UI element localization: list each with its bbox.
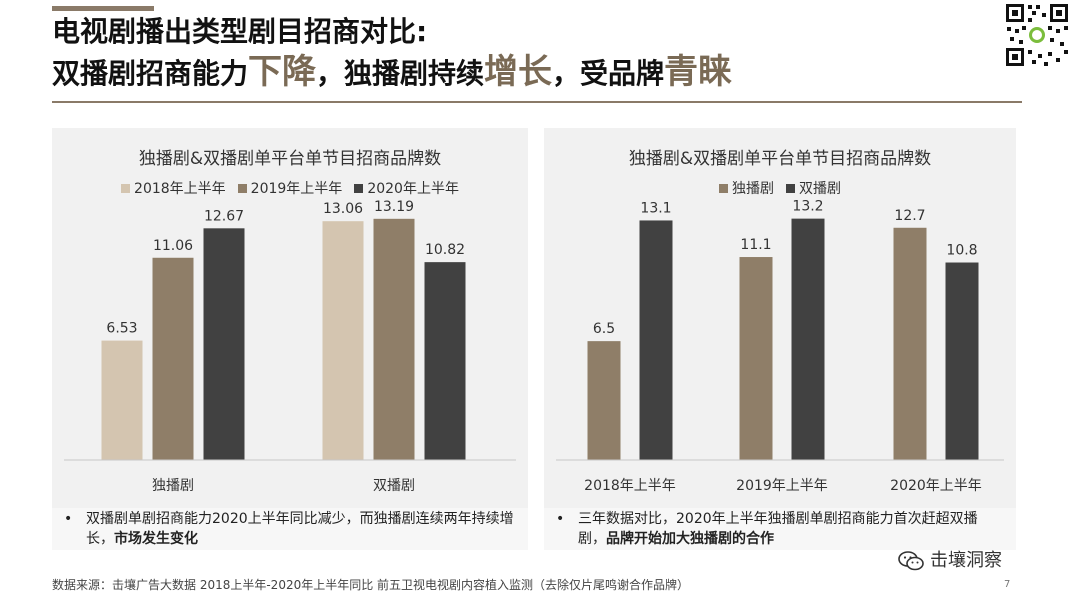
data-label: 10.82 [425, 242, 465, 258]
data-label: 13.06 [323, 201, 363, 217]
bar [152, 257, 194, 460]
data-source-footnote: 数据来源：击壤广告大数据 2018上半年-2020年上半年同比 前五卫视电视剧内… [52, 578, 690, 592]
left-note-emphasis: 市场发生变化 [114, 531, 198, 547]
legend-swatch [719, 183, 728, 193]
bar [587, 341, 621, 460]
wechat-account-label: 击壤洞察 [898, 546, 1002, 572]
data-label: 12.67 [204, 208, 244, 224]
data-label: 6.53 [106, 321, 137, 337]
bar [639, 220, 673, 460]
page-title-line1: 电视剧播出类型剧目招商对比: [52, 15, 428, 48]
bar [424, 262, 466, 460]
data-label: 12.7 [894, 208, 925, 224]
category-tick-label: 2020年上半年 [890, 478, 982, 494]
note-bullet: • [556, 511, 565, 527]
right-chart-legend: 独播剧 双播剧 [544, 178, 1016, 198]
legend-swatch [786, 183, 795, 193]
data-label: 10.8 [946, 243, 977, 259]
title-highlight-decline: 下降 [248, 52, 317, 92]
legend-item: 2019年上半年 [237, 178, 343, 198]
data-label: 11.1 [740, 237, 771, 253]
legend-item: 独播剧 [719, 178, 774, 198]
bar [893, 227, 927, 460]
legend-swatch [121, 183, 131, 193]
bar [322, 221, 364, 460]
data-label: 6.5 [593, 321, 615, 337]
legend-label: 双播剧 [799, 181, 841, 197]
category-tick-label: 2019年上半年 [736, 478, 828, 494]
right-chart-title: 独播剧&双播剧单平台单节目招商品牌数 [628, 149, 932, 169]
wechat-icon [898, 551, 924, 571]
left-chart-legend: 2018年上半年 2019年上半年 2020年上半年 [52, 178, 528, 198]
note-bullet: • [64, 511, 73, 527]
data-label: 13.19 [374, 199, 414, 215]
wechat-name: 击壤洞察 [930, 550, 1002, 571]
category-tick-label: 2018年上半年 [584, 478, 676, 494]
left-bar-chart: 6.53 11.06 12.67 独播剧 13.06 13.19 10.82 双播剧 [64, 199, 516, 494]
bar [373, 218, 415, 460]
bar [791, 218, 825, 460]
category-tick-label: 独播剧 [152, 478, 194, 494]
qr-code-icon [1004, 2, 1070, 68]
right-note-text: 三年数据对比，2020年上半年独播剧单剧招商能力首次赶超双播剧， [578, 511, 978, 547]
legend-swatch [354, 183, 364, 193]
legend-item: 2018年上半年 [121, 178, 226, 198]
title-accent-bar [52, 6, 154, 11]
left-chart-panel: 独播剧&双播剧单平台单节目招商品牌数 2018年上半年 2019年上半年 2020年… [52, 128, 528, 550]
title-highlight-favor: 青睐 [664, 52, 733, 92]
legend-label: 2018年上半年 [134, 181, 226, 197]
bar [945, 262, 979, 460]
page-title: 电视剧播出类型剧目招商对比: 双播剧招商能力下降，独播剧持续增长，受品牌青睐 [52, 14, 732, 96]
left-chart-note: • 双播剧单剧招商能力2020上半年同比减少，而独播剧连续两年持续增长，市场发生… [52, 508, 528, 550]
bar [101, 340, 143, 460]
legend-swatch [237, 183, 247, 193]
right-note-emphasis: 品牌开始加大独播剧的合作 [606, 531, 774, 547]
bar [203, 228, 245, 460]
right-chart-panel: 独播剧&双播剧单平台单节目招商品牌数 独播剧 双播剧 6.5 13.1 2018年上半… [544, 128, 1016, 550]
title-divider [52, 101, 1022, 103]
right-chart-note: • 三年数据对比，2020年上半年独播剧单剧招商能力首次赶超双播剧，品牌开始加大… [544, 508, 1016, 550]
data-label: 13.2 [792, 199, 823, 215]
category-tick-label: 双播剧 [373, 478, 415, 494]
legend-label: 独播剧 [732, 181, 774, 197]
page-title-line2: 双播剧招商能力下降，独播剧持续增长，受品牌青睐 [52, 50, 732, 96]
data-label: 13.1 [640, 200, 671, 216]
legend-item: 双播剧 [786, 178, 841, 198]
title-part: ，受品牌 [552, 57, 665, 90]
page-number: 7 [1004, 579, 1011, 590]
legend-label: 2020年上半年 [367, 181, 459, 197]
legend-label: 2019年上半年 [250, 181, 343, 197]
left-note-text: 双播剧单剧招商能力2020上半年同比减少，而独播剧连续两年持续增长， [86, 511, 514, 547]
title-highlight-growth: 增长 [484, 52, 553, 92]
title-part: ，独播剧持续 [316, 57, 485, 90]
right-bar-chart: 6.5 13.1 2018年上半年 11.1 13.2 2019年上半年 12.7 10.8 2… [556, 199, 1004, 494]
bar [739, 257, 773, 460]
data-label: 11.06 [153, 238, 193, 254]
title-part: 双播剧招商能力 [52, 57, 249, 90]
legend-item: 2020年上半年 [354, 178, 459, 198]
left-chart-title: 独播剧&双播剧单平台单节目招商品牌数 [138, 149, 442, 169]
